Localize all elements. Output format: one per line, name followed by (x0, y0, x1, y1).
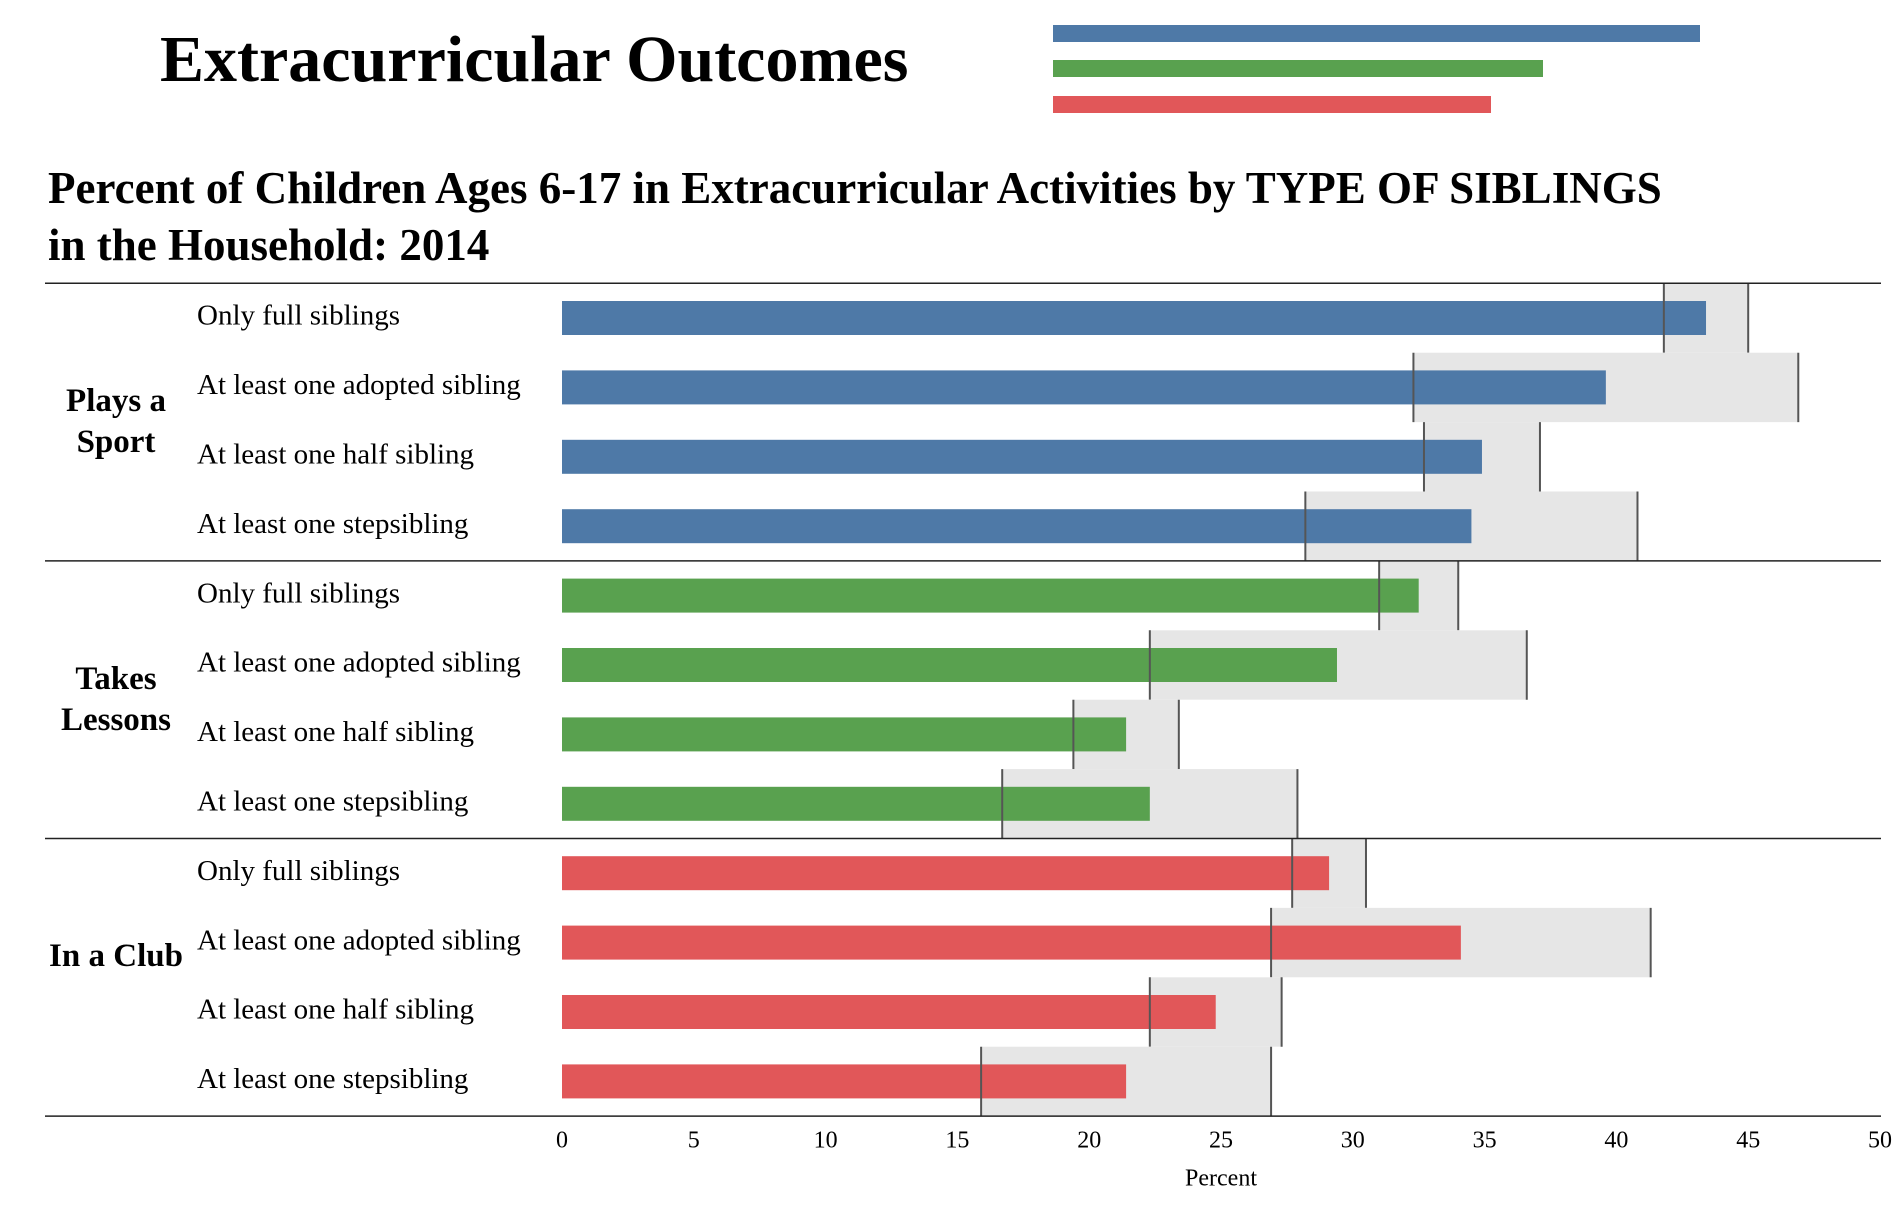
decor-bar (1053, 60, 1543, 77)
category-label: At least one adopted sibling (197, 369, 521, 401)
bar (562, 648, 1337, 682)
group-label: Plays a Sport (66, 383, 166, 461)
group-label: Takes Lessons (60, 660, 172, 738)
group-label: In a Club (49, 938, 183, 975)
x-tick-label: 15 (945, 1128, 969, 1154)
category-label: At least one half sibling (197, 438, 474, 470)
bar (562, 578, 1419, 613)
category-label: Only full siblings (197, 300, 400, 332)
x-tick-label: 45 (1736, 1128, 1760, 1154)
bar (562, 439, 1482, 474)
x-tick-label: 35 (1473, 1128, 1497, 1154)
x-tick-label: 40 (1604, 1128, 1628, 1154)
x-tick-label: 25 (1209, 1128, 1233, 1154)
category-label: Only full siblings (197, 577, 400, 609)
category-label: At least one stepsibling (197, 785, 468, 817)
category-label: At least one adopted sibling (197, 924, 521, 956)
decor-bar (1053, 25, 1700, 42)
x-tick-label: 0 (556, 1128, 568, 1154)
chart-title: Percent of Children Ages 6-17 in Extracu… (48, 163, 1662, 270)
category-label: At least one stepsibling (197, 508, 468, 540)
x-tick-label: 50 (1868, 1128, 1892, 1154)
x-tick-label: 5 (688, 1128, 700, 1154)
category-label: At least one half sibling (197, 716, 474, 748)
x-tick-label: 10 (814, 1128, 838, 1154)
x-tick-label: 20 (1077, 1128, 1101, 1154)
bar (562, 509, 1472, 544)
bar (562, 717, 1127, 752)
bar (562, 370, 1606, 405)
bar (562, 1064, 1127, 1099)
category-label: At least one half sibling (197, 994, 474, 1026)
bar (562, 856, 1330, 891)
x-tick-label: 30 (1341, 1128, 1365, 1154)
bar (562, 301, 1707, 335)
bar (562, 786, 1150, 821)
bar (562, 925, 1461, 960)
category-label: At least one stepsibling (197, 1063, 468, 1095)
category-label: At least one adopted sibling (197, 647, 521, 679)
x-axis-label: Percent (1185, 1166, 1257, 1192)
category-label: Only full siblings (197, 855, 400, 887)
decor-bar (1053, 96, 1491, 113)
bar (562, 995, 1216, 1029)
header-title: Extracurricular Outcomes (160, 23, 909, 96)
